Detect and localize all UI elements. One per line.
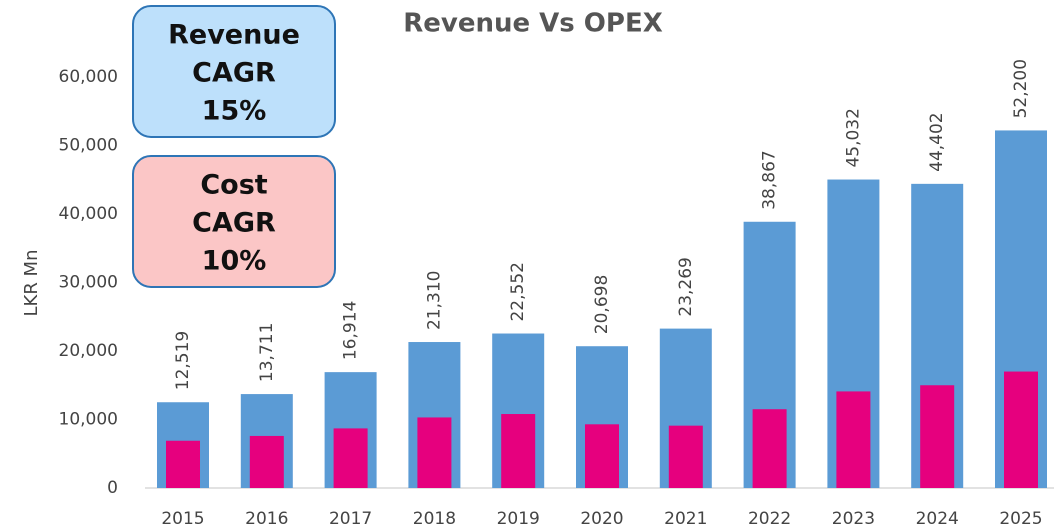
x-tick-label: 2019 xyxy=(497,509,540,529)
annotation-text: Cost xyxy=(200,170,267,201)
y-tick-label: 30,000 xyxy=(59,273,118,293)
bar xyxy=(668,425,703,488)
annotation-text: CAGR xyxy=(192,58,276,89)
annotation-box xyxy=(132,155,336,288)
annotation-text: CAGR xyxy=(192,208,276,239)
data-label: 45,032 xyxy=(843,108,863,167)
chart-title: Revenue Vs OPEX xyxy=(403,9,663,39)
bar xyxy=(501,414,536,488)
data-label: 12,519 xyxy=(173,331,193,390)
y-axis-label: LKR Mn xyxy=(21,250,42,317)
bar xyxy=(249,435,284,488)
annotation-text: 10% xyxy=(202,246,267,277)
data-label: 38,867 xyxy=(760,150,780,209)
y-tick-label: 20,000 xyxy=(59,341,118,361)
bar xyxy=(166,440,200,488)
y-tick-label: 60,000 xyxy=(59,67,118,87)
x-tick-label: 2018 xyxy=(413,509,456,529)
bar xyxy=(333,428,368,488)
bar xyxy=(836,391,871,488)
bar xyxy=(417,417,452,488)
x-tick-label: 2022 xyxy=(748,509,791,529)
annotation-text: 15% xyxy=(202,96,267,127)
data-label: 21,310 xyxy=(424,271,444,330)
data-label: 13,711 xyxy=(257,323,277,382)
data-label: 20,698 xyxy=(592,275,612,334)
annotation-box xyxy=(132,5,336,138)
x-tick-label: 2025 xyxy=(999,509,1042,529)
x-tick-label: 2015 xyxy=(161,509,204,529)
data-label: 22,552 xyxy=(508,262,528,321)
annotation-text: Revenue xyxy=(168,20,300,51)
data-label: 44,402 xyxy=(927,112,947,171)
bar xyxy=(752,409,787,488)
y-tick-label: 40,000 xyxy=(59,204,118,224)
x-tick-label: 2017 xyxy=(329,509,372,529)
y-tick-label: 50,000 xyxy=(59,136,118,156)
x-tick-label: 2016 xyxy=(245,509,288,529)
data-label: 52,200 xyxy=(1011,59,1031,118)
y-tick-label: 0 xyxy=(107,478,118,498)
bar xyxy=(920,385,955,488)
x-tick-label: 2023 xyxy=(832,509,875,529)
bar xyxy=(1004,371,1038,488)
x-tick-label: 2021 xyxy=(664,509,707,529)
bar xyxy=(585,424,619,488)
y-tick-label: 10,000 xyxy=(59,410,118,430)
x-tick-label: 2024 xyxy=(916,509,959,529)
data-label: 16,914 xyxy=(341,301,361,360)
x-tick-label: 2020 xyxy=(580,509,623,529)
data-label: 23,269 xyxy=(676,257,696,316)
